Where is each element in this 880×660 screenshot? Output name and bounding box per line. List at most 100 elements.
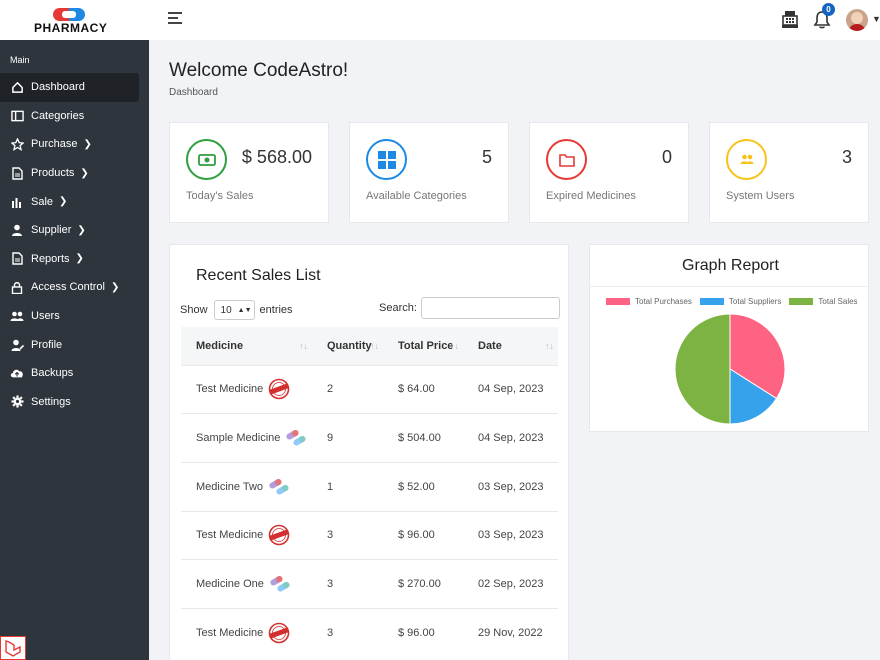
top-header: PHARMACY 0 ▼ <box>0 0 880 40</box>
legend-swatch <box>606 298 630 305</box>
sidebar-item-access-control[interactable]: Access Control ❯ <box>0 273 149 302</box>
quantity-cell: 2 <box>312 364 383 414</box>
stat-label: System Users <box>726 190 795 202</box>
show-label: Show <box>180 304 208 316</box>
sidebar-item-supplier[interactable]: Supplier ❯ <box>0 216 149 245</box>
sidebar-item-dashboard[interactable]: Dashboard <box>0 73 139 102</box>
user-edit-icon <box>10 338 24 352</box>
sidebar-item-purchase[interactable]: Purchase ❯ <box>0 130 149 159</box>
legend-label: Total Suppliers <box>728 297 782 306</box>
divider <box>590 286 868 287</box>
stat-card-expired-medicines[interactable]: 0 Expired Medicines <box>529 122 689 223</box>
sidebar-item-products[interactable]: Products ❯ <box>0 159 149 188</box>
document-icon <box>10 166 24 180</box>
laravel-logo-icon[interactable] <box>0 636 26 660</box>
cash-register-icon[interactable] <box>780 10 800 30</box>
chevron-down-icon: ❯ <box>80 167 89 179</box>
graph-report-title: Graph Report <box>682 257 779 274</box>
sample-stamp-icon <box>268 524 290 546</box>
stat-card-available-categories[interactable]: 5 Available Categories <box>349 122 509 223</box>
sidebar-item-label: Access Control <box>31 281 105 294</box>
stat-label: Today's Sales <box>186 190 254 202</box>
sidebar-item-profile[interactable]: Profile <box>0 330 149 359</box>
table-row[interactable]: Test Medicine 2 $ 64.00 04 Sep, 2023 <box>181 364 558 414</box>
chevron-down-icon: ❯ <box>59 196 68 208</box>
entries-select[interactable]: 10 ▲▼ <box>213 300 255 320</box>
sidebar-item-label: Purchase <box>31 138 78 151</box>
pie-chart <box>674 313 786 425</box>
stat-card-system-users[interactable]: 3 System Users <box>709 122 869 223</box>
pills-icon <box>268 476 290 498</box>
quantity-cell: 3 <box>312 510 383 560</box>
legend-swatch <box>789 298 814 305</box>
price-cell: $ 504.00 <box>383 413 463 463</box>
price-cell: $ 64.00 <box>383 364 463 414</box>
medicine-cell: Medicine Two <box>181 461 312 512</box>
medicine-name: Test Medicine <box>196 627 264 640</box>
table-row[interactable]: Medicine One 3 $ 270.00 02 Sep, 2023 <box>181 559 558 609</box>
sidebar-item-label: Products <box>31 167 75 180</box>
chevron-down-icon: ❯ <box>110 281 120 293</box>
date-cell: 04 Sep, 2023 <box>463 413 558 463</box>
bar-chart-icon <box>10 195 24 209</box>
table-row[interactable]: Medicine Two 1 $ 52.00 03 Sep, 2023 <box>181 461 558 512</box>
legend-swatch <box>699 298 724 305</box>
sidebar-item-label: Backups <box>31 367 74 380</box>
column-header-medicine[interactable]: Medicine ↑↓ <box>196 339 308 352</box>
recent-sales-panel: Recent Sales List Show 10 ▲▼ entries Sear… <box>169 244 569 660</box>
medicine-cell: Test Medicine <box>181 510 312 560</box>
sidebar-item-users[interactable]: Users <box>0 302 149 331</box>
legend-item[interactable]: Total Suppliers <box>699 297 782 306</box>
quantity-cell: 9 <box>312 413 383 463</box>
date-cell: 29 Nov, 2022 <box>463 607 558 658</box>
column-header-date[interactable]: Date ↑↓ <box>478 339 554 352</box>
recent-sales-table: Medicine ↑↓ Quantity ↑↓ Total Price ↑↓ Date… <box>181 327 558 658</box>
stat-value: $ 568.00 <box>241 147 312 167</box>
column-header-total-price[interactable]: Total Price ↑↓ <box>398 339 459 352</box>
sidebar-item-settings[interactable]: Settings <box>0 388 149 417</box>
table-row[interactable]: Test Medicine 3 $ 96.00 03 Sep, 2023 <box>181 510 558 560</box>
stat-label: Available Categories <box>366 190 467 202</box>
app-logo[interactable]: PHARMACY <box>0 0 149 40</box>
stat-value: 3 <box>841 147 852 167</box>
entries-select-value: 10 <box>220 304 232 316</box>
medicine-cell: Sample Medicine <box>181 413 312 463</box>
column-header-quantity[interactable]: Quantity ↑↓ <box>327 339 379 352</box>
date-cell: 03 Sep, 2023 <box>463 461 558 512</box>
chevron-down-icon[interactable]: ▼ <box>872 14 880 24</box>
sidebar-item-label: Users <box>31 310 60 323</box>
home-icon <box>10 80 24 94</box>
sidebar-item-categories[interactable]: Categories <box>0 102 149 131</box>
table-row[interactable]: Test Medicine 3 $ 96.00 29 Nov, 2022 <box>181 607 558 658</box>
chart-legend: Total Purchases Total Suppliers Total Sale… <box>606 297 866 306</box>
search-input[interactable] <box>420 297 560 319</box>
sidebar-section-label: Main <box>10 55 30 65</box>
quantity-cell: 3 <box>312 607 383 658</box>
table-header-row: Medicine ↑↓ Quantity ↑↓ Total Price ↑↓ Date… <box>181 327 558 365</box>
gear-icon <box>10 395 24 409</box>
users-icon <box>10 309 24 323</box>
date-cell: 03 Sep, 2023 <box>463 510 558 560</box>
price-cell: $ 96.00 <box>383 607 463 658</box>
document-icon <box>10 252 24 266</box>
chevron-down-icon: ❯ <box>83 138 92 150</box>
medicine-name: Medicine Two <box>196 480 264 493</box>
legend-item[interactable]: Total Purchases <box>606 297 692 306</box>
sidebar-item-label: Dashboard <box>31 81 85 94</box>
table-search: Search: <box>379 297 560 319</box>
entries-length-control: Show 10 ▲▼ entries <box>180 300 293 320</box>
pie-slice[interactable] <box>674 313 731 425</box>
sidebar-item-reports[interactable]: Reports ❯ <box>0 245 149 274</box>
stat-card-todays-sales[interactable]: $ 568.00 Today's Sales <box>169 122 329 223</box>
legend-item[interactable]: Total Sales <box>789 297 858 306</box>
stat-value: 0 <box>661 147 672 167</box>
sidebar-item-backups[interactable]: Backups <box>0 359 149 388</box>
chevron-down-icon: ❯ <box>77 224 86 236</box>
pie-slice[interactable] <box>729 368 778 425</box>
hamburger-icon[interactable] <box>168 12 182 26</box>
sidebar-item-sale[interactable]: Sale ❯ <box>0 187 149 216</box>
avatar[interactable] <box>846 9 868 31</box>
legend-label: Total Sales <box>818 297 858 306</box>
table-row[interactable]: Sample Medicine 9 $ 504.00 04 Sep, 2023 <box>181 413 558 463</box>
sidebar-item-label: Sale <box>31 195 54 208</box>
